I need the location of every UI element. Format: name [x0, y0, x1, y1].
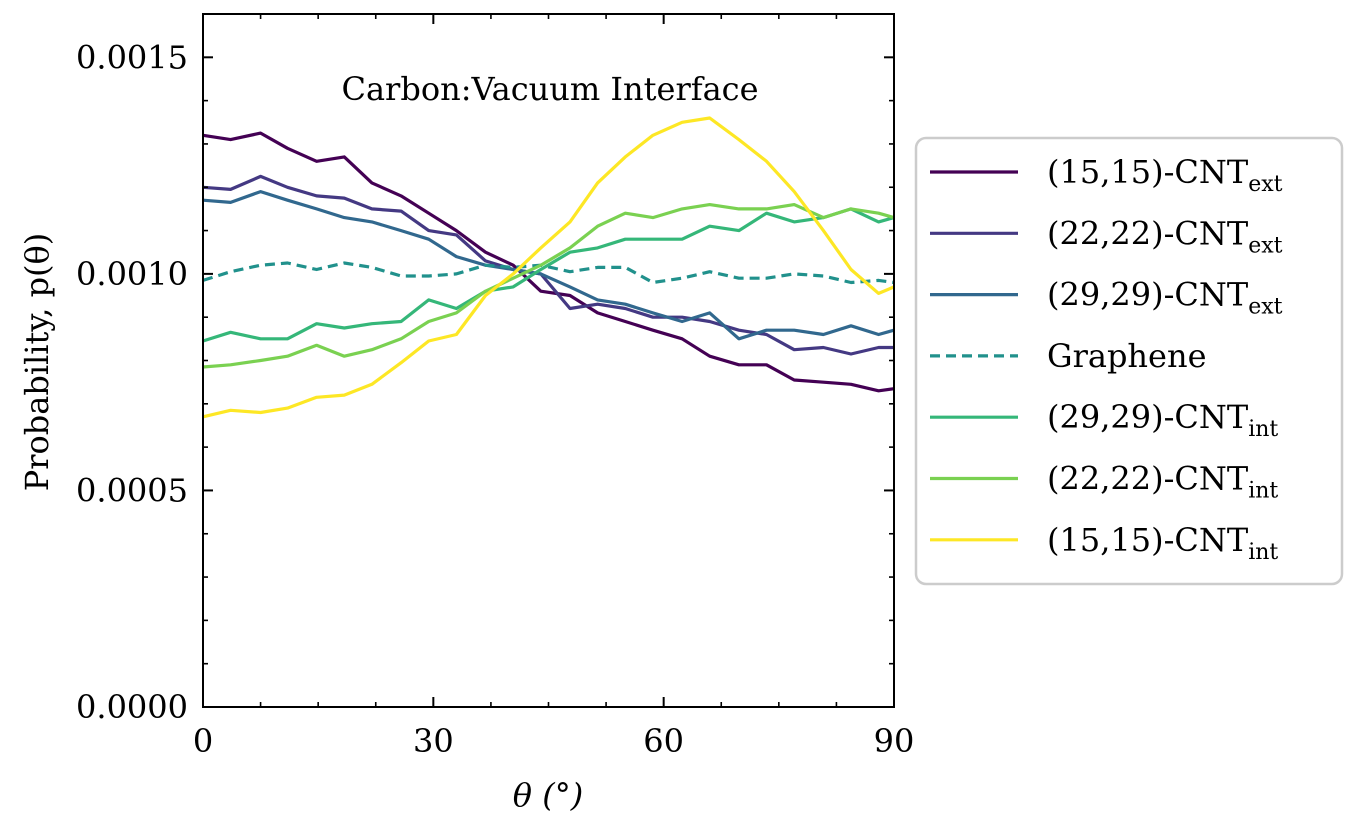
series-layer: [202, 116, 895, 419]
legend-label-5: (29,29)-CNTint: [1047, 398, 1278, 442]
series-line-4: [202, 261, 895, 285]
x-tick-label: 30: [413, 722, 454, 760]
y-tick-label: 0.0015: [76, 38, 188, 76]
ticks-layer: 0 30 60 90 0.0000 0.0005 0.0010 0.0015: [76, 14, 914, 760]
x-axis-label: θ (°): [513, 776, 583, 814]
legend-label-7: (15,15)-CNTint: [1047, 521, 1278, 565]
y-tick-label: 0.0000: [76, 688, 188, 726]
legend-label-6: (22,22)-CNTint: [1047, 460, 1278, 504]
legend-label-3: (29,29)-CNText: [1047, 276, 1283, 320]
series-line-5: [202, 207, 895, 343]
series-line-6: [202, 203, 895, 369]
legend-label-1: (15,15)-CNText: [1047, 153, 1283, 197]
y-tick-label: 0.0010: [76, 255, 188, 293]
x-tick-label: 0: [193, 722, 213, 760]
x-tick-label: 90: [874, 722, 915, 760]
legend-frame: [914, 136, 1344, 586]
legend-label-4: Graphene: [1047, 337, 1207, 375]
x-tick-label: 60: [643, 722, 684, 760]
plot-background: [203, 14, 894, 707]
series-line-7: [202, 116, 895, 419]
y-tick-label: 0.0005: [76, 471, 188, 509]
series-line-3: [202, 190, 895, 341]
legend-label-2: (22,22)-CNText: [1047, 214, 1283, 258]
legend: (15,15)-CNText (22,22)-CNText (29,29)-CNTe…: [914, 136, 1344, 586]
series-line-2: [202, 174, 894, 356]
annotation-text: Carbon:Vacuum Interface: [341, 70, 758, 108]
y-axis-label: Probability, p(θ): [18, 233, 56, 492]
